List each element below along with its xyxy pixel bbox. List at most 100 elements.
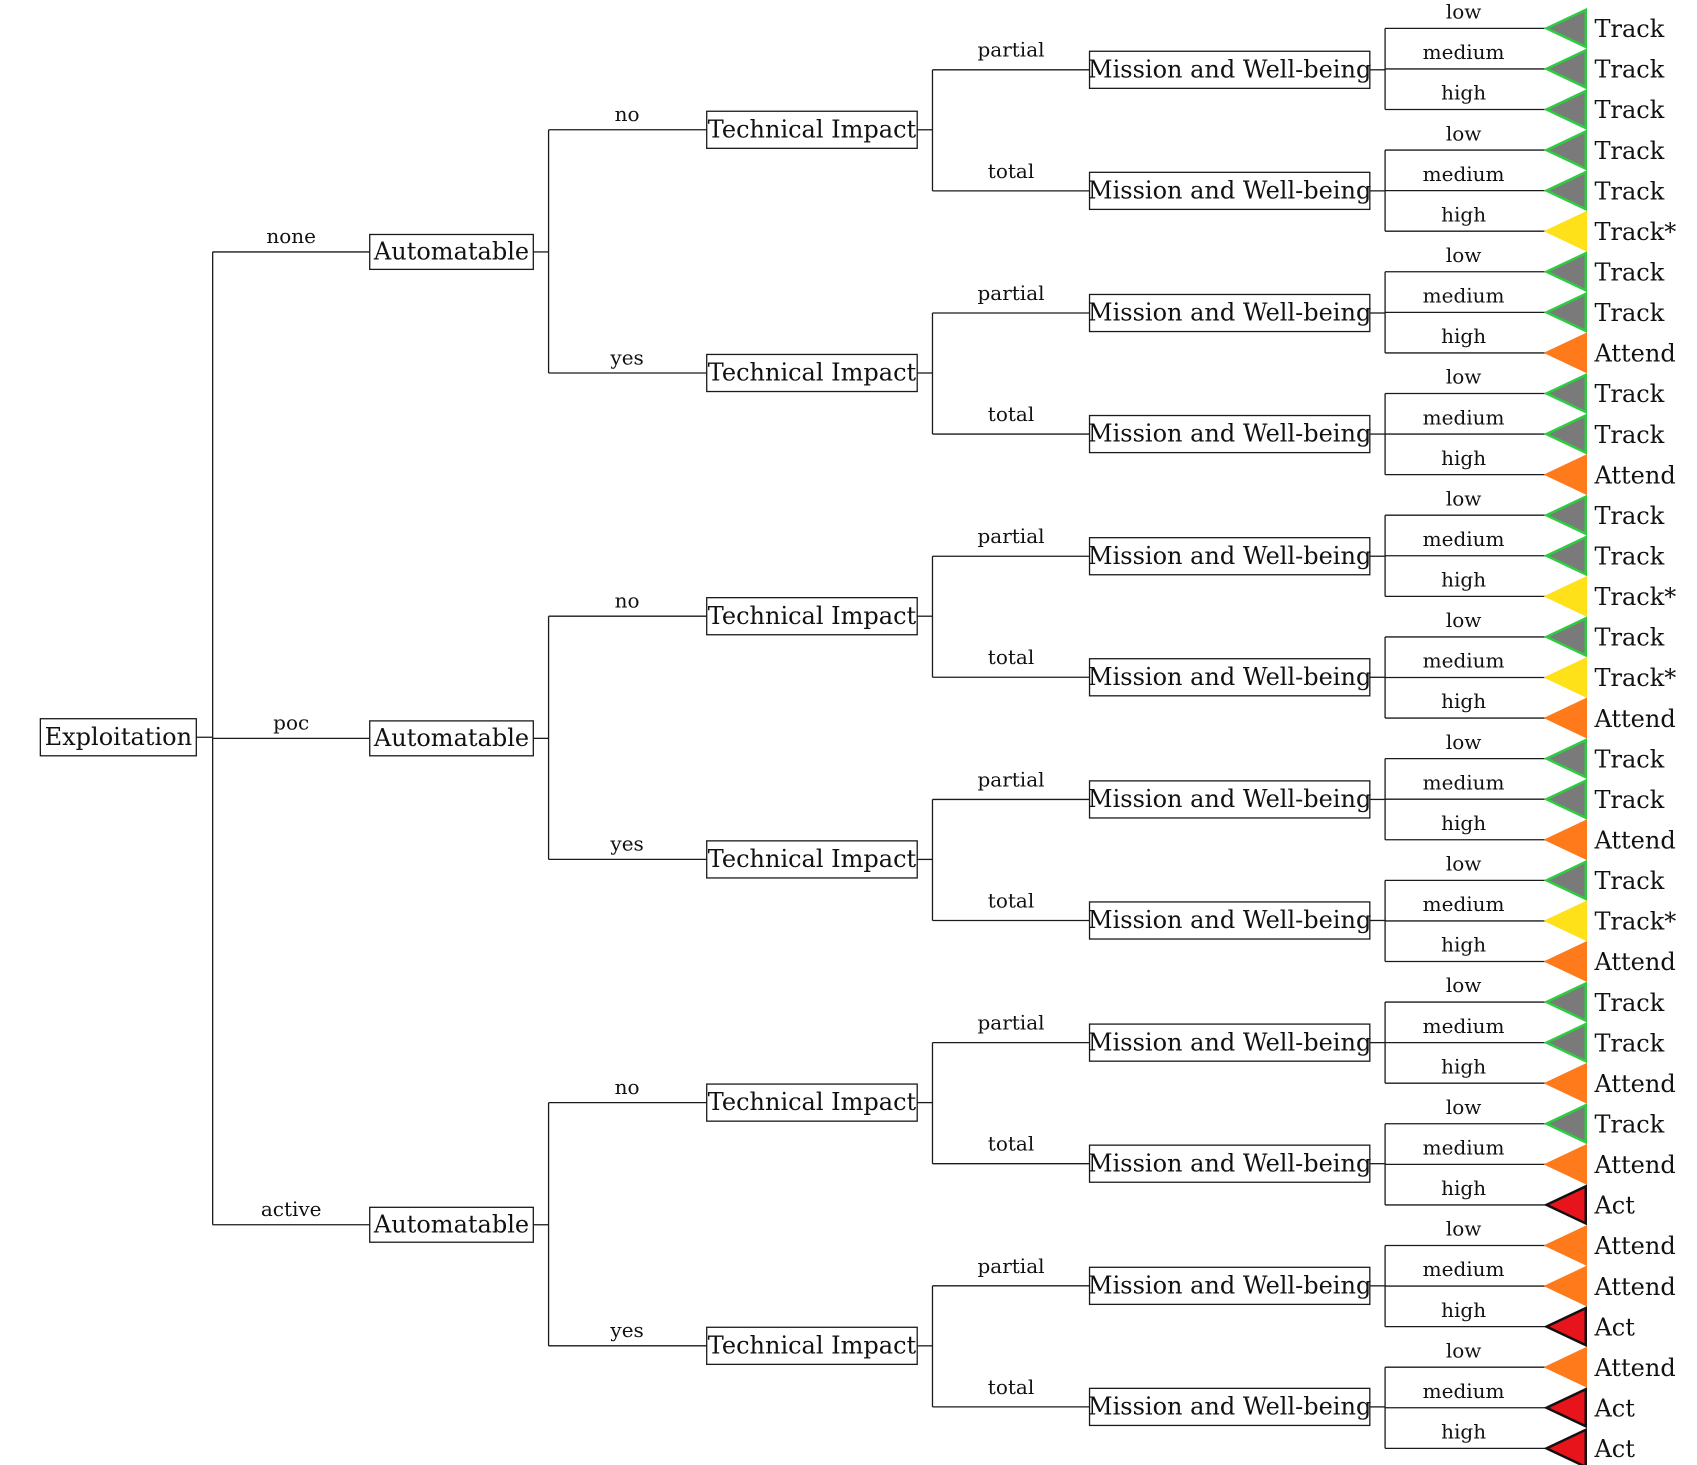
edge-label-automatable-no: no [615, 588, 640, 612]
outcome-label: Attend [1593, 1273, 1675, 1301]
outcome-marker-track [1543, 494, 1588, 536]
edge-label-mission-medium: medium [1423, 162, 1505, 186]
technical-impact-node-box [706, 1083, 918, 1122]
outcome-label: Track* [1594, 908, 1676, 936]
mission-node-label: Mission and Well-being [1088, 1393, 1371, 1421]
mission-node: Mission and Well-being [1088, 780, 1371, 819]
edge-label-automatable-yes: yes [609, 832, 643, 856]
outcome-label: Track [1594, 380, 1664, 408]
edge-label-mission-high: high [1441, 1298, 1486, 1322]
outcome-marker-attend [1543, 819, 1588, 861]
outcome-label: Attend [1593, 461, 1675, 489]
edge-label-mission-high: high [1441, 202, 1486, 226]
outcome-marker-track [1543, 88, 1588, 131]
outcome-marker-track [1543, 738, 1588, 780]
outcome-label: Track [1594, 56, 1664, 84]
outcome-marker-track [1543, 1022, 1588, 1064]
mission-node: Mission and Well-being [1088, 1144, 1371, 1183]
technical-impact-node-box [706, 840, 918, 879]
mission-node-label: Mission and Well-being [1088, 1028, 1371, 1056]
edge-label-mission-high: high [1441, 689, 1486, 713]
technical-impact-node: Technical Impact [706, 110, 918, 149]
mission-node: Mission and Well-being [1088, 50, 1371, 89]
edge-label-technical-impact-partial: partial [977, 524, 1044, 548]
mission-node: Mission and Well-being [1088, 901, 1371, 940]
automatable-node-label: Automatable [373, 1210, 529, 1238]
mission-node-label: Mission and Well-being [1088, 176, 1371, 204]
automatable-node: Automatable [369, 720, 534, 757]
automatable-node: Automatable [369, 233, 534, 271]
outcome-label: Attend [1593, 1070, 1675, 1098]
outcome-marker-attend [1543, 1346, 1588, 1388]
automatable-node-box [369, 233, 534, 271]
edge-label-mission-high: high [1441, 1176, 1486, 1200]
edge-label-mission-medium: medium [1423, 770, 1505, 794]
outcome-label: Track [1594, 1110, 1664, 1138]
mission-node-box [1088, 537, 1371, 576]
outcome-marker-track-star [1543, 656, 1588, 699]
mission-node-label: Mission and Well-being [1088, 906, 1371, 934]
outcome-label: Act [1593, 1192, 1635, 1220]
outcome-marker-act [1543, 1306, 1588, 1348]
outcome-label: Attend [1593, 340, 1675, 368]
outcome-marker-track-star [1543, 575, 1588, 617]
outcome-marker-track [1543, 778, 1588, 820]
outcome-marker-track [1543, 1103, 1588, 1145]
mission-node-label: Mission and Well-being [1088, 785, 1371, 813]
outcome-marker-attend [1543, 1062, 1588, 1104]
mission-node: Mission and Well-being [1088, 1266, 1371, 1306]
outcome-label: Track [1594, 15, 1664, 43]
edge-label-mission-medium: medium [1423, 405, 1505, 429]
edge-label-mission-medium: medium [1423, 1136, 1505, 1160]
outcome-marker-attend [1543, 940, 1588, 983]
exploitation-node-box [39, 718, 197, 757]
mission-node: Mission and Well-being [1088, 293, 1371, 333]
edge-label-automatable-no: no [615, 102, 640, 126]
mission-node: Mission and Well-being [1088, 414, 1371, 454]
edge-label-technical-impact-total: total [988, 1375, 1034, 1399]
edge-label-exploitation-none: none [266, 224, 316, 248]
edge-label-technical-impact-total: total [988, 402, 1034, 426]
edge-label-mission-high: high [1441, 324, 1486, 348]
outcome-label: Track [1594, 137, 1664, 165]
mission-node-box [1088, 414, 1371, 454]
technical-impact-node-label: Technical Impact [708, 602, 917, 630]
technical-impact-node-label: Technical Impact [708, 1331, 917, 1359]
outcome-label: Track [1594, 177, 1664, 205]
mission-node-box [1088, 50, 1371, 89]
outcome-label: Attend [1593, 1151, 1675, 1179]
edge-label-technical-impact-partial: partial [977, 1254, 1044, 1278]
edge-label-mission-low: low [1446, 730, 1482, 754]
outcome-marker-attend [1543, 1143, 1588, 1185]
edge-label-exploitation-poc: poc [273, 711, 309, 735]
edge-label-mission-high: high [1441, 811, 1486, 835]
technical-impact-node: Technical Impact [706, 840, 918, 879]
outcome-marker-track [1543, 372, 1588, 415]
outcome-label: Track [1594, 259, 1664, 287]
technical-impact-node: Technical Impact [706, 597, 918, 636]
mission-node-label: Mission and Well-being [1088, 663, 1371, 691]
edge-label-mission-high: high [1441, 81, 1486, 105]
mission-node-label: Mission and Well-being [1088, 1149, 1371, 1177]
edge-label-mission-medium: medium [1423, 527, 1505, 551]
outcome-label: Attend [1593, 827, 1675, 855]
outcome-label: Track* [1594, 218, 1676, 246]
edge-label-mission-medium: medium [1423, 1014, 1505, 1038]
edge-label-technical-impact-partial: partial [977, 1011, 1044, 1035]
edge-label-mission-low: low [1446, 852, 1482, 876]
outcome-label: Track [1594, 543, 1664, 571]
outcome-label: Track [1594, 989, 1664, 1017]
mission-node-label: Mission and Well-being [1088, 55, 1371, 83]
edge-label-mission-low: low [1446, 365, 1482, 389]
edge-label-exploitation-active: active [261, 1197, 322, 1221]
outcome-label: Attend [1593, 948, 1675, 976]
edge-label-mission-medium: medium [1423, 1257, 1505, 1281]
edge-label-mission-low: low [1446, 1338, 1482, 1362]
edge-label-mission-medium: medium [1423, 40, 1505, 64]
mission-node-label: Mission and Well-being [1088, 299, 1371, 327]
outcome-label: Track [1594, 867, 1664, 895]
outcome-label: Track [1594, 786, 1664, 814]
mission-node: Mission and Well-being [1088, 658, 1371, 697]
outcome-label: Act [1593, 1313, 1635, 1341]
edge-label-mission-low: low [1446, 1095, 1482, 1119]
